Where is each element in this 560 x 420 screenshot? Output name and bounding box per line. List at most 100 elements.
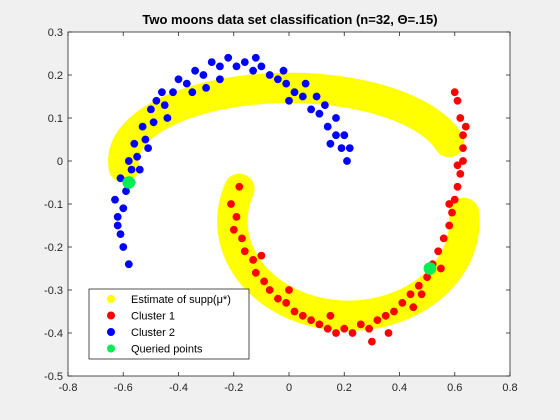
x-tick-label: 0.2 [337,382,352,394]
cluster-2-point [285,96,293,105]
cluster-1-point [249,255,257,264]
legend: Estimate of supp(μ*) Cluster 1 Cluster 2 Qu… [88,288,250,360]
cluster-2-point [124,157,133,165]
cluster-2-point [340,131,349,140]
cluster-1-point [227,200,235,208]
cluster-2-point [199,71,208,79]
cluster-2-point [116,174,125,183]
cluster-2-point [113,221,122,230]
cluster-1-point [459,157,467,165]
cluster-1-point [384,329,393,337]
x-tick-label: -0.2 [224,382,243,394]
cluster-1-point [356,320,365,329]
legend-label-estimate-of-supp: Estimate of supp(μ*) [131,294,231,306]
cluster-2-point [326,139,335,148]
cluster-2-point [312,92,321,101]
cluster-1-point [326,311,335,320]
cluster-2-point [119,204,128,213]
x-tick-label: -0.6 [114,382,133,394]
x-tick-label: 0 [286,382,292,394]
legend-marker-queried-points [107,344,115,353]
x-tick-label: -0.4 [169,382,188,394]
cluster-1-point [414,281,423,290]
cluster-2-point [273,75,282,84]
cluster-2-point [152,96,161,105]
cluster-1-point [307,316,315,324]
cluster-1-point [340,324,349,333]
x-tick-label: -0.8 [59,382,78,394]
cluster-2-point [124,260,133,269]
queried-points-point [423,262,437,275]
cluster-2-point [149,118,158,127]
cluster-2-point [135,165,144,174]
legend-label-cluster-1: Cluster 1 [131,311,175,323]
cluster-2-point [332,131,340,140]
cluster-1-point [445,200,454,208]
cluster-2-point [345,144,354,152]
cluster-2-point [343,157,351,165]
cluster-1-point [367,337,376,346]
cluster-1-point [409,303,418,312]
cluster-2-point [290,88,299,97]
cluster-1-point [434,247,443,256]
cluster-2-point [207,58,216,66]
cluster-2-point [182,79,191,88]
y-tick-label: 0.2 [48,70,63,82]
cluster-1-point [273,294,282,303]
cluster-1-point [240,247,249,256]
cluster-2-point [215,62,224,71]
cluster-1-point [450,88,459,97]
y-tick-label: 0.1 [48,113,63,125]
y-tick-label: 0.3 [48,27,63,39]
cluster-2-point [332,114,340,122]
legend-box [88,288,250,360]
cluster-2-point [323,122,332,131]
cluster-2-point [315,109,324,118]
y-tick-label: -0.3 [44,285,63,297]
cluster-2-point [257,62,266,71]
cluster-1-point [439,234,448,243]
legend-marker-estimate-of-supp [107,295,115,303]
x-tick-label: 0.6 [447,382,462,394]
cluster-2-point [191,66,199,75]
cluster-2-point [279,66,288,75]
cluster-1-point [257,251,266,260]
legend-marker-cluster-2 [107,328,115,336]
cluster-2-point [188,88,197,97]
cluster-2-point [160,101,169,109]
cluster-2-point [298,92,307,101]
cluster-1-point [348,329,357,337]
cluster-2-point [202,84,210,92]
cluster-1-point [448,208,456,217]
cluster-1-point [453,161,462,170]
cluster-1-point [282,298,291,307]
cluster-2-point [144,144,152,152]
cluster-2-point [215,75,224,84]
cluster-2-point [130,139,139,148]
cluster-2-point [157,88,166,97]
cluster-1-point [398,298,407,307]
cluster-1-point [373,316,382,324]
cluster-2-point [249,66,257,75]
cluster-1-point [365,324,373,333]
cluster-2-point [169,88,177,97]
cluster-1-point [390,307,398,316]
cluster-1-point [459,131,467,140]
cluster-2-point [320,101,329,109]
x-tick-label: 0.8 [502,382,517,394]
cluster-1-point [332,329,340,337]
cluster-2-point [146,105,155,114]
y-tick-label: 0 [57,156,63,168]
cluster-1-point [450,195,459,204]
y-tick-label: -0.1 [44,199,63,211]
cluster-2-point [174,75,183,84]
cluster-1-point [265,286,274,294]
cluster-1-point [436,264,445,273]
support-upper-band [108,72,465,183]
cluster-2-point [307,105,315,114]
cluster-2-point [127,165,136,174]
cluster-1-point [238,234,246,243]
cluster-2-point [141,135,150,144]
chart-title: Two moons data set classification (n=32,… [142,12,437,27]
